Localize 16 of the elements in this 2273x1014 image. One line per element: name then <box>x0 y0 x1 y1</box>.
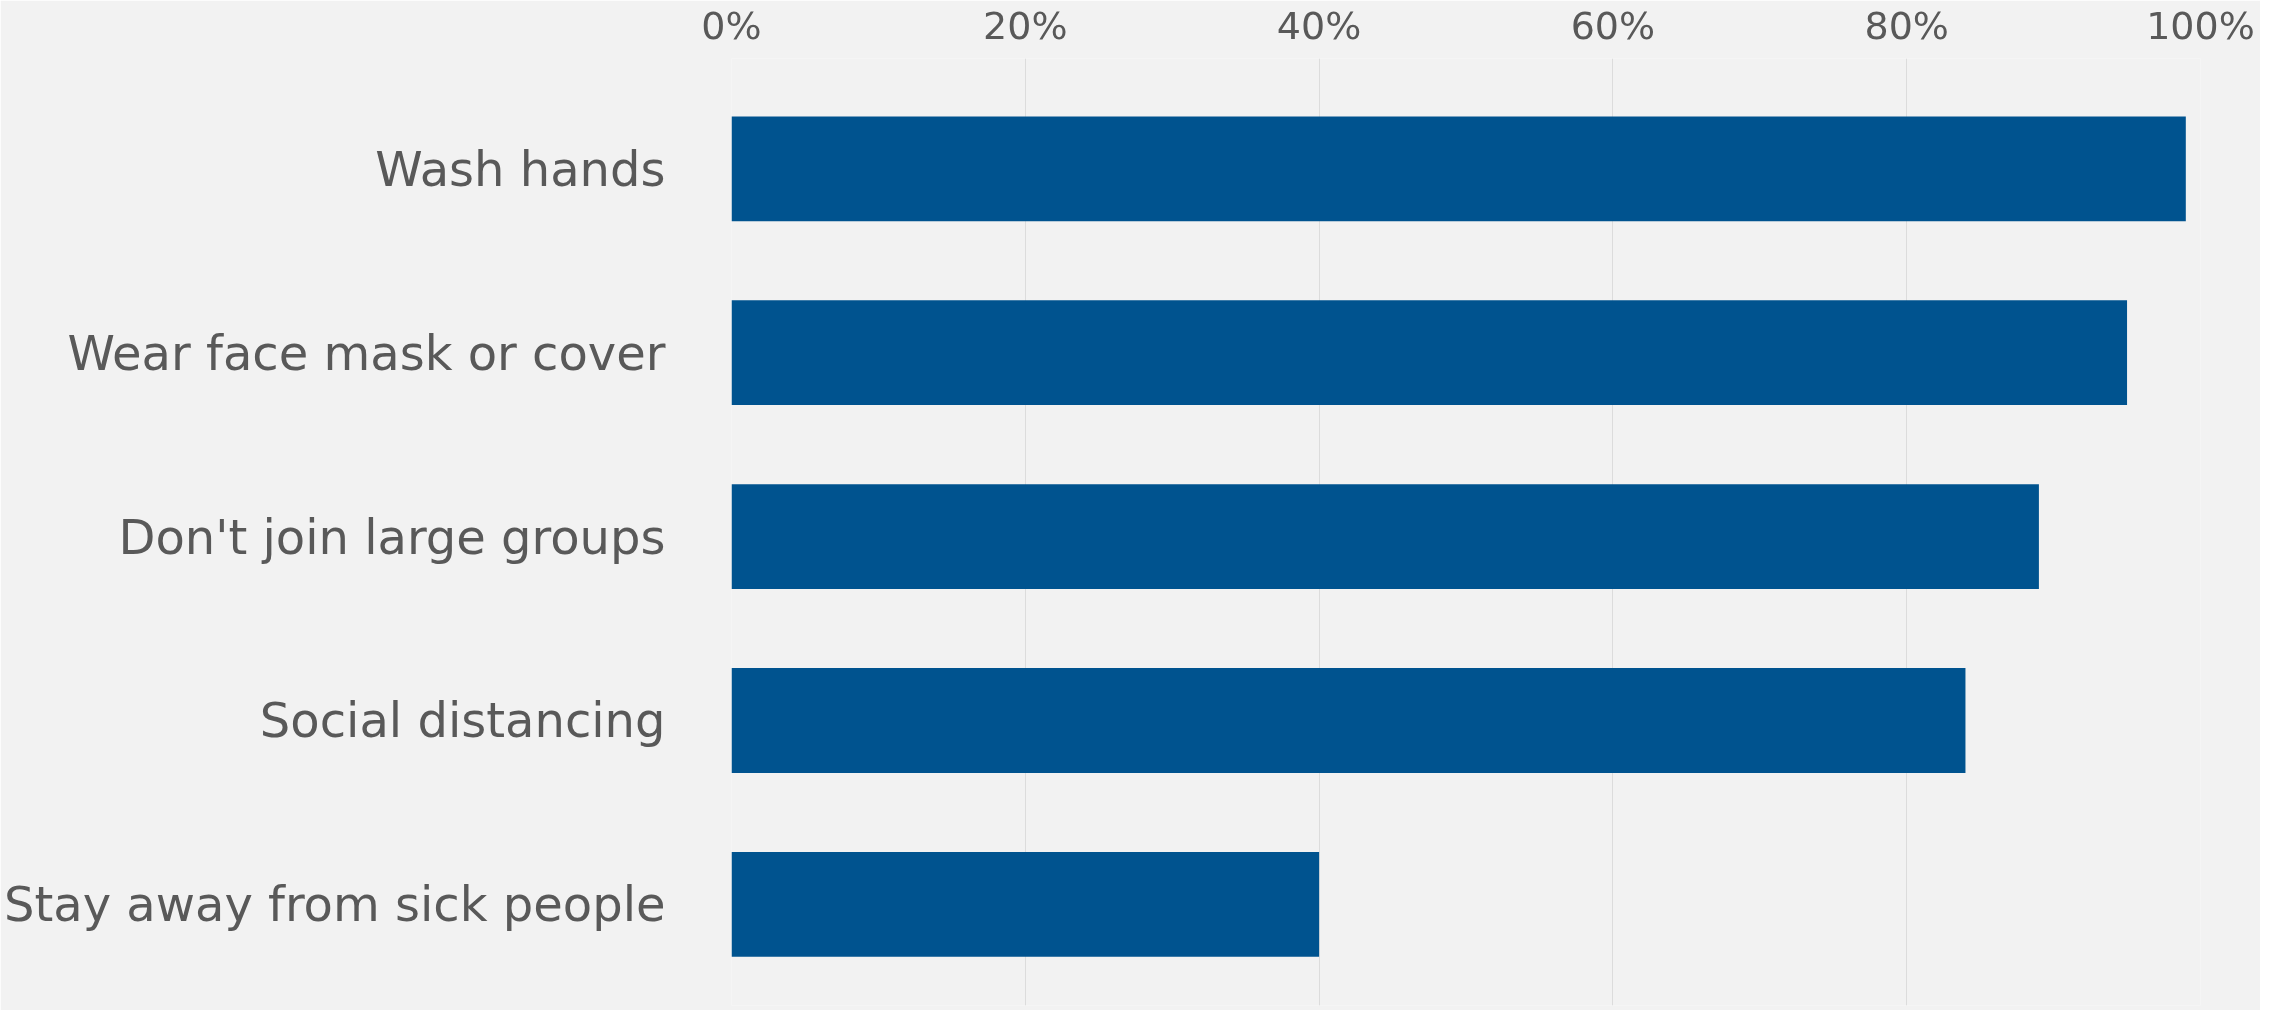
y-tick-label: Stay away from sick people <box>3 876 666 933</box>
x-tick-label: 80% <box>1864 3 1949 48</box>
x-tick-label: 40% <box>1276 3 1362 48</box>
x-tick-label: 100% <box>2146 3 2255 48</box>
x-tick-label: 0% <box>701 3 762 48</box>
bar <box>731 116 2186 222</box>
bar <box>731 484 2039 589</box>
y-tick-label: Wash hands <box>375 140 666 197</box>
y-tick-label: Social distancing <box>259 692 666 749</box>
bar <box>731 851 1320 957</box>
bar <box>731 668 1966 773</box>
x-tick-label: 60% <box>1570 3 1656 48</box>
bar <box>731 300 2128 406</box>
y-tick-label: Wear face mask or cover <box>67 324 666 381</box>
x-tick-label: 20% <box>983 3 1068 48</box>
y-tick-label: Don't join large groups <box>118 508 666 565</box>
